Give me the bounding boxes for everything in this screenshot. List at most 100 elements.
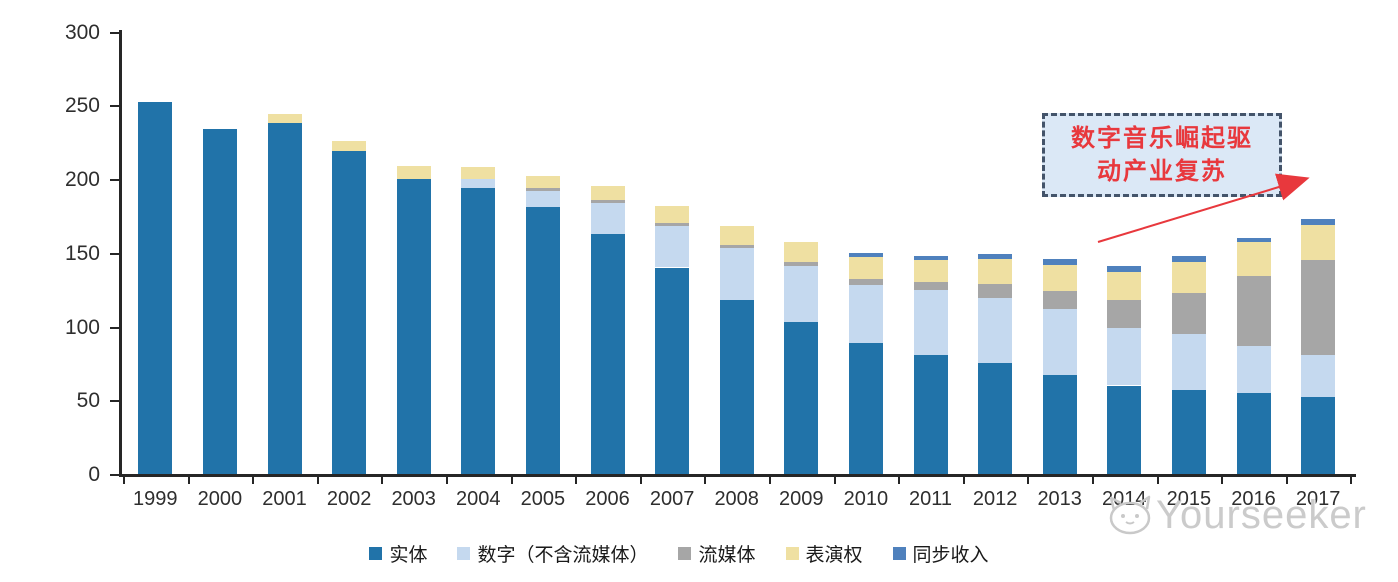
legend-swatch-icon xyxy=(457,547,471,560)
x-axis-tick-label: 2003 xyxy=(391,488,436,510)
y-axis-tick-label: 250 xyxy=(64,94,100,118)
x-axis-tick xyxy=(1221,476,1224,484)
bar-segment xyxy=(525,176,560,188)
bar-segment xyxy=(1236,345,1271,393)
x-axis-tick xyxy=(187,476,190,484)
bar-segment xyxy=(1236,242,1271,277)
y-axis-tick-label: 150 xyxy=(64,241,100,265)
bar-segment xyxy=(1107,327,1142,386)
x-axis-tick-label: 2010 xyxy=(843,488,889,510)
x-axis-tick xyxy=(962,476,965,484)
bar-segment xyxy=(913,260,948,283)
bar-segment xyxy=(1107,271,1142,300)
x-axis-tick xyxy=(510,476,513,484)
legend-item: 表演权 xyxy=(785,540,863,567)
bar-segment xyxy=(848,257,883,280)
bar-segment xyxy=(332,150,367,474)
y-axis-tick-label: 200 xyxy=(64,168,100,191)
bar-segment xyxy=(784,322,819,474)
annotation-callout: 数字音乐崛起驱 动产业复苏 xyxy=(1042,113,1282,197)
y-axis-tick-label: 50 xyxy=(76,389,100,413)
x-axis-tick xyxy=(123,476,125,484)
x-axis-tick xyxy=(1027,476,1030,484)
bar-segment xyxy=(1107,385,1142,474)
x-axis-tick-label: 2013 xyxy=(1037,488,1082,510)
bar-segment xyxy=(1042,375,1077,474)
y-axis-tick-label: 300 xyxy=(64,20,100,44)
bar-segment xyxy=(719,245,754,249)
y-axis-tick xyxy=(110,326,119,329)
bar-segment xyxy=(848,285,883,343)
legend-item: 数字（不含流媒体） xyxy=(457,540,648,567)
bar-segment xyxy=(655,226,690,268)
bar-segment xyxy=(655,223,690,227)
x-axis-tick-label: 2017 xyxy=(1295,488,1341,510)
x-axis-tick-label: 2009 xyxy=(779,488,824,510)
x-axis-tick xyxy=(1285,476,1288,484)
bar-segment xyxy=(913,354,948,474)
bar-segment xyxy=(1236,238,1271,243)
bar-segment xyxy=(1042,291,1077,309)
y-axis-tick xyxy=(110,252,119,255)
x-axis-tick xyxy=(316,476,319,484)
watermark-text: Yourseeker xyxy=(1156,492,1367,537)
y-axis-tick xyxy=(110,31,119,34)
bar-segment xyxy=(1171,255,1206,262)
x-axis-tick xyxy=(446,476,448,484)
bar-segment xyxy=(913,282,948,290)
bar-segment xyxy=(655,267,690,474)
x-axis-tick xyxy=(639,476,642,484)
bar-segment xyxy=(1301,218,1336,225)
x-axis-tick-label: 2008 xyxy=(714,488,759,510)
bar-segment xyxy=(590,186,625,200)
x-axis-tick xyxy=(575,476,578,484)
bar-segment xyxy=(267,114,302,123)
bar-segment xyxy=(978,363,1013,474)
x-axis-tick-label: 2007 xyxy=(649,488,695,510)
bar-segment xyxy=(332,140,367,151)
bar-segment xyxy=(848,279,883,286)
x-axis-tick-label: 2000 xyxy=(197,488,243,510)
legend-label: 表演权 xyxy=(805,545,863,566)
x-axis-tick xyxy=(898,476,901,484)
bar-segment xyxy=(267,122,302,474)
bar-segment xyxy=(1171,292,1206,334)
x-axis-tick xyxy=(769,476,771,484)
annotation-arrow-icon xyxy=(1097,173,1310,243)
bar-segment xyxy=(719,299,754,474)
x-axis-tick-label: 2016 xyxy=(1231,488,1276,510)
bar-segment xyxy=(590,233,625,474)
x-axis-tick xyxy=(1156,476,1159,484)
bar-segment xyxy=(525,190,560,208)
annotation-text-line2: 动产业复苏 xyxy=(1097,158,1227,185)
bar-segment xyxy=(784,261,819,267)
bar-segment xyxy=(525,187,560,191)
bar-segment xyxy=(848,252,883,258)
x-axis-tick-label: 2015 xyxy=(1166,488,1212,510)
bar-segment xyxy=(1301,260,1336,355)
legend-swatch-icon xyxy=(892,547,906,560)
bar-segment xyxy=(784,242,819,262)
x-axis-tick-label: 2002 xyxy=(326,488,372,510)
bar-segment xyxy=(1301,397,1336,474)
x-axis-tick-label: 2001 xyxy=(262,488,307,510)
bar-segment xyxy=(396,165,431,179)
bar-segment xyxy=(1042,308,1077,376)
bar-segment xyxy=(1236,392,1271,474)
x-axis-tick xyxy=(381,476,384,484)
bar-segment xyxy=(719,248,754,300)
bar-segment xyxy=(978,298,1013,364)
y-axis-tick xyxy=(110,400,119,403)
bar-segment xyxy=(1236,276,1271,346)
y-axis-tick xyxy=(110,474,119,476)
x-axis-tick-label: 2006 xyxy=(585,488,630,510)
y-axis-tick-label: 0 xyxy=(88,463,100,486)
bar-segment xyxy=(655,205,690,224)
x-axis-tick-label: 2012 xyxy=(972,488,1018,510)
x-axis-tick xyxy=(704,476,707,484)
legend-label: 流媒体 xyxy=(698,545,756,566)
cat-logo-icon xyxy=(1109,495,1151,535)
x-axis-line xyxy=(119,474,1357,477)
bar-segment xyxy=(1107,266,1142,272)
